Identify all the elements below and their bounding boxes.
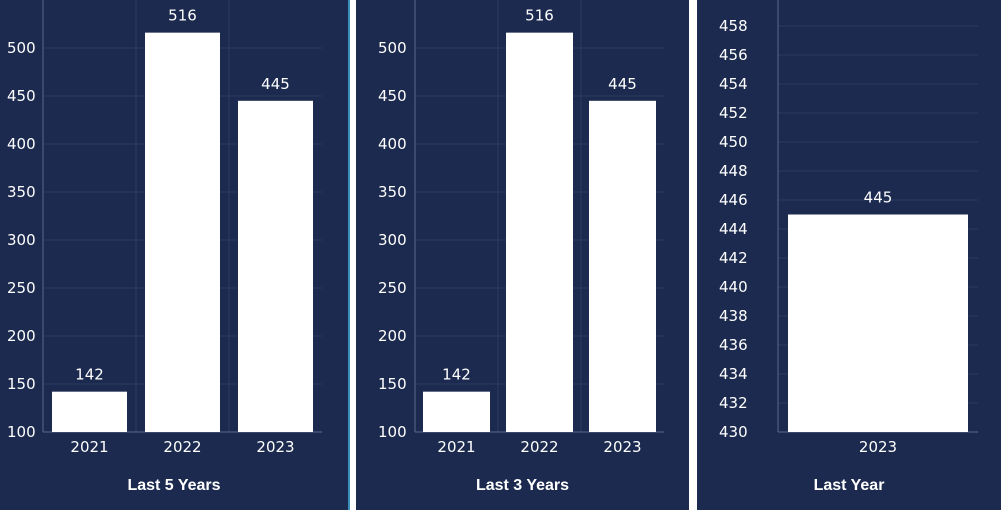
data-label: 445 bbox=[261, 75, 290, 93]
data-label: 516 bbox=[525, 7, 554, 25]
bar-chart-last-3-years: 100 150 200 250 300 350 400 450 500 142 2021 516 202… bbox=[378, 0, 664, 456]
y-tick-label: 500 bbox=[378, 39, 407, 57]
y-tick-label: 100 bbox=[7, 423, 36, 441]
y-tick-label: 500 bbox=[7, 39, 36, 57]
bar bbox=[423, 391, 490, 432]
x-tick-label: 2023 bbox=[859, 438, 897, 456]
data-label: 516 bbox=[168, 7, 197, 25]
bar-chart-last-year: 430 432 434 436 438 440 442 444 446 448 450 452 454 4… bbox=[719, 0, 978, 456]
y-tick-label: 434 bbox=[719, 365, 748, 383]
y-tick-label: 100 bbox=[378, 423, 407, 441]
y-tick-label: 150 bbox=[378, 375, 407, 393]
y-tick-label: 458 bbox=[719, 17, 748, 35]
bar bbox=[145, 32, 220, 432]
x-tick-label: 2022 bbox=[163, 438, 201, 456]
chart-title: Last Year bbox=[813, 477, 885, 494]
y-tick-label: 436 bbox=[719, 336, 748, 354]
y-tick-label: 350 bbox=[7, 183, 36, 201]
y-tick-label: 438 bbox=[719, 307, 748, 325]
y-tick-label: 450 bbox=[719, 133, 748, 151]
y-tick-label: 430 bbox=[719, 423, 748, 441]
data-label: 142 bbox=[75, 366, 104, 384]
y-tick-label: 446 bbox=[719, 191, 748, 209]
y-tick-label: 456 bbox=[719, 46, 748, 64]
panel-divider bbox=[348, 0, 350, 510]
y-tick-label: 444 bbox=[719, 220, 748, 238]
y-tick-label: 442 bbox=[719, 249, 748, 267]
y-tick-label: 200 bbox=[378, 327, 407, 345]
x-tick-label: 2022 bbox=[520, 438, 558, 456]
y-tick-label: 440 bbox=[719, 278, 748, 296]
y-tick-label: 450 bbox=[7, 87, 36, 105]
y-tick-label: 454 bbox=[719, 75, 748, 93]
x-tick-label: 2021 bbox=[437, 438, 475, 456]
bar bbox=[788, 214, 968, 432]
y-tick-label: 450 bbox=[378, 87, 407, 105]
y-tick-label: 432 bbox=[719, 394, 748, 412]
data-label: 142 bbox=[442, 366, 471, 384]
bar bbox=[589, 100, 656, 433]
x-tick-label: 2023 bbox=[256, 438, 294, 456]
bar bbox=[52, 391, 127, 432]
y-tick-label: 300 bbox=[378, 231, 407, 249]
data-label: 445 bbox=[864, 189, 893, 207]
chart-panel-last-year: 430 432 434 436 438 440 442 444 446 448 450 452 454 4… bbox=[697, 0, 1001, 510]
bar bbox=[238, 100, 313, 433]
y-tick-label: 300 bbox=[7, 231, 36, 249]
bar bbox=[506, 32, 573, 432]
chart-panel-last-5-years: 100 150 200 250 300 350 400 450 500 142 2021 516 202… bbox=[0, 0, 348, 510]
y-tick-label: 250 bbox=[7, 279, 36, 297]
chart-panel-last-3-years: 100 150 200 250 300 350 400 450 500 142 2021 516 202… bbox=[356, 0, 689, 510]
y-tick-label: 400 bbox=[378, 135, 407, 153]
y-tick-label: 150 bbox=[7, 375, 36, 393]
chart-title: Last 5 Years bbox=[127, 477, 221, 494]
data-label: 445 bbox=[608, 75, 637, 93]
bar-chart-last-5-years: 100 150 200 250 300 350 400 450 500 142 2021 516 202… bbox=[7, 0, 322, 456]
y-tick-label: 400 bbox=[7, 135, 36, 153]
y-tick-label: 200 bbox=[7, 327, 36, 345]
x-tick-label: 2023 bbox=[603, 438, 641, 456]
y-tick-label: 448 bbox=[719, 162, 748, 180]
y-tick-label: 250 bbox=[378, 279, 407, 297]
chart-title: Last 3 Years bbox=[475, 477, 570, 494]
y-tick-label: 350 bbox=[378, 183, 407, 201]
y-tick-label: 452 bbox=[719, 104, 748, 122]
x-tick-label: 2021 bbox=[70, 438, 108, 456]
